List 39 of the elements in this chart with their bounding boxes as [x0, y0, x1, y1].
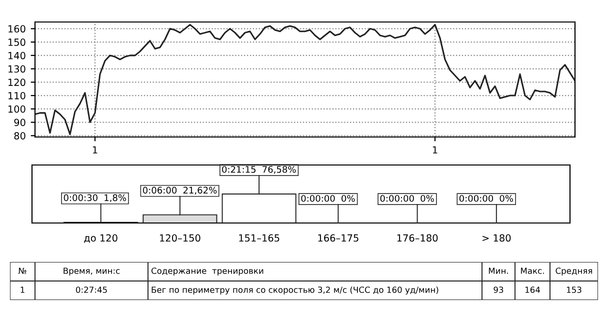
category-label: Мин. — [488, 268, 508, 274]
y-tick-label: 90 — [14, 118, 26, 126]
x-tick-label: > 180 — [482, 234, 511, 242]
text: 164 — [525, 286, 540, 293]
y-tick-label: 140 — [8, 52, 26, 60]
annotation: 0:00:00 — [459, 194, 494, 202]
category-label: № — [18, 268, 26, 274]
category-label: Макс. — [521, 268, 544, 274]
category-label: Средняя — [556, 268, 592, 276]
y-tick-label: 160 — [8, 25, 26, 33]
x-tick-label: до 120 — [84, 234, 118, 243]
x-tick-label: 120–150 — [160, 234, 200, 242]
data-label: 0% — [420, 194, 434, 202]
text: Бег по периметру поля со скоростью 3,2 м/с (ЧСС до 160 уд/мин) — [152, 286, 438, 295]
data-label: 0% — [500, 194, 514, 202]
text: 0:27:45 — [76, 286, 107, 293]
y-tick-label: 150 — [8, 38, 26, 46]
annotation: 0:06:00 — [142, 186, 177, 194]
y-tick-label: 80 — [14, 132, 26, 140]
text: 1 — [20, 286, 24, 293]
y-tick-label: 130 — [8, 65, 26, 73]
data-label: 76,58% — [262, 166, 296, 174]
annotation: 0:00:00 — [380, 194, 414, 202]
data-label: 0% — [342, 194, 355, 202]
y-tick-label: 120 — [8, 78, 26, 86]
annotation: 0:00:30 — [64, 194, 98, 202]
data-label: 21,62% — [183, 186, 217, 195]
data-label: 1,8% — [104, 194, 126, 202]
category-label: Время, мин:с — [64, 268, 120, 276]
annotation: 0:00:00 — [301, 194, 335, 202]
x-tick-label: 151–165 — [239, 234, 280, 242]
x-tick-label: 176–180 — [397, 234, 438, 242]
category-label: Содержание тренировки — [151, 268, 264, 276]
x-tick-label: 166–175 — [318, 234, 358, 242]
y-tick-label: 100 — [8, 105, 26, 113]
text: 93 — [494, 286, 504, 293]
text: 153 — [566, 286, 582, 293]
annotation: 0:21:15 — [222, 166, 256, 173]
y-tick-label: 110 — [8, 92, 26, 100]
